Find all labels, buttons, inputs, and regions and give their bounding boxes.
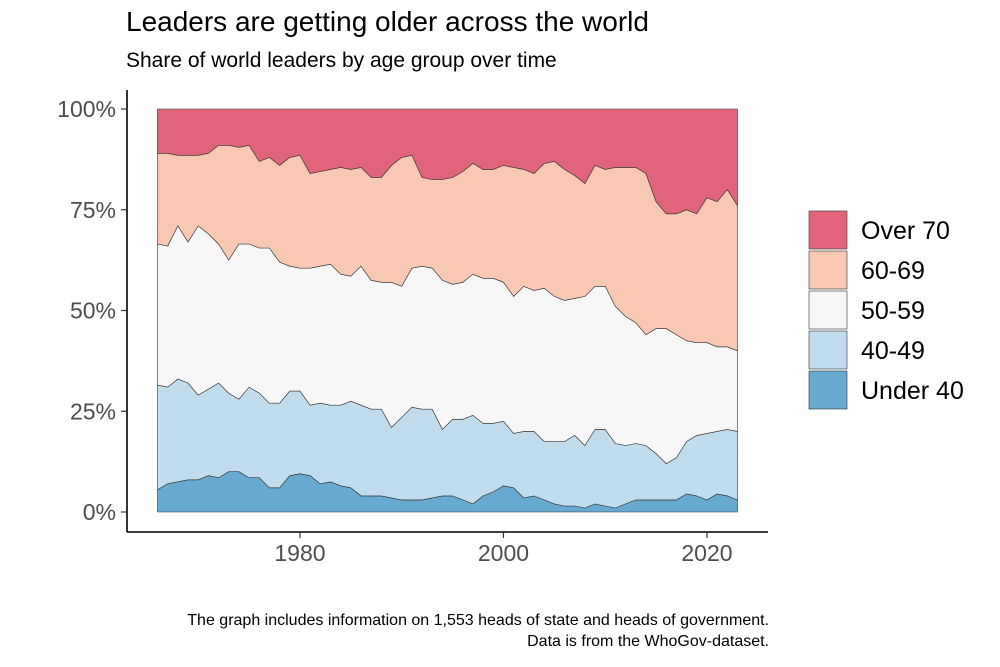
area-over-70 [157, 108, 738, 215]
legend-swatch-40-49 [808, 330, 848, 370]
legend-label-over-70: Over 70 [861, 217, 950, 245]
legend-label-40-49: 40-49 [861, 337, 925, 365]
legend-swatch-under-40 [808, 370, 848, 410]
x-tick-label: 2000 [478, 540, 529, 566]
axes: 0% 25% 50% 75% 100% 1980 2000 2020 [57, 90, 768, 566]
y-tick-label: 50% [70, 298, 116, 324]
legend-swatch-over-70 [808, 210, 848, 250]
y-tick-label: 25% [70, 398, 116, 424]
stacked-area-chart: 0% 25% 50% 75% 100% 1980 2000 2020 Over 70 60-69… [57, 90, 964, 566]
chart-title: Leaders are getting older across the wor… [126, 6, 649, 37]
caption-line-1: The graph includes information on 1,553 … [187, 612, 769, 629]
y-tick-label: 100% [57, 96, 116, 122]
legend-label-under-40: Under 40 [861, 377, 964, 405]
x-tick-label: 2020 [681, 540, 732, 566]
legend-swatch-50-59 [808, 290, 848, 330]
y-tick-label: 0% [83, 499, 116, 525]
x-tick-label: 1980 [274, 540, 325, 566]
legend-label-60-69: 60-69 [861, 257, 925, 285]
chart-subtitle: Share of world leaders by age group over… [126, 49, 557, 72]
legend-swatch-60-69 [808, 250, 848, 290]
y-tick-label: 75% [70, 197, 116, 223]
legend-label-50-59: 50-59 [861, 297, 925, 325]
legend: Over 70 60-69 50-59 40-49 Under 40 [808, 210, 964, 410]
area-layer [157, 108, 738, 513]
caption-line-2: Data is from the WhoGov-dataset. [527, 633, 769, 650]
chart-caption: The graph includes information on 1,553 … [187, 610, 769, 652]
